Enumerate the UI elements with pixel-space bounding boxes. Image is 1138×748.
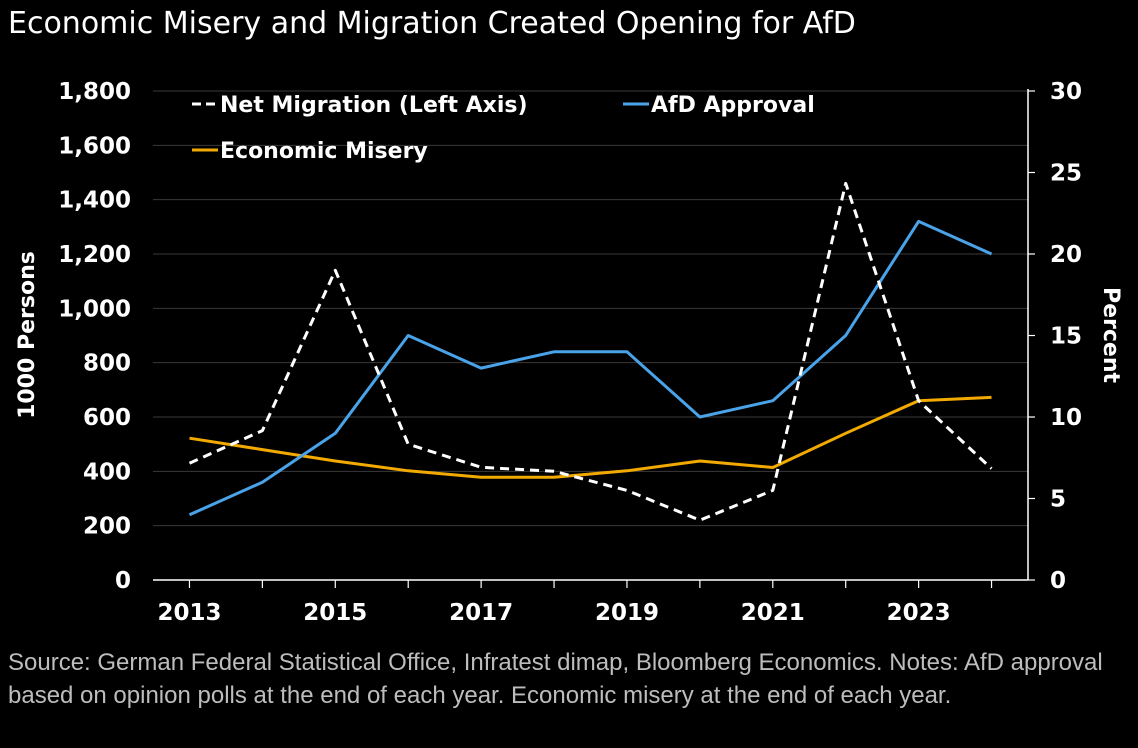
y-tick-label: 600 [83,405,131,431]
y2-tick-label: 20 [1050,242,1082,268]
y2-tick-label: 0 [1050,568,1066,594]
y-tick-label: 1,000 [58,296,131,322]
axes [153,89,1035,588]
y2-tick-label: 30 [1050,79,1082,105]
y-tick-label: 800 [83,351,131,377]
x-tick-label: 2019 [595,600,659,626]
y-tick-label: 1,200 [58,242,131,268]
x-tick-label: 2017 [449,600,513,626]
y2-tick-label: 5 [1050,487,1066,513]
legend-label: Economic Misery [220,139,428,164]
y-tick-label: 1,600 [58,133,131,159]
series-lines [188,181,993,522]
x-axis-ticks: 2013 2015 2017 2019 2021 2023 [157,600,950,626]
y-tick-label: 1,800 [58,79,131,105]
afd-approval-line [188,219,993,517]
source-footnote: Source: German Federal Statistical Offic… [8,649,1103,709]
left-axis-ticks: 0 200 400 600 800 1,000 1,200 1,400 1,600 1,800 [58,79,131,594]
legend-label: Net Migration (Left Axis) [220,93,528,118]
gridlines [153,90,1028,527]
right-axis-label: Percent [1098,287,1123,384]
y2-tick-label: 10 [1050,405,1082,431]
x-tick-label: 2015 [303,600,367,626]
right-axis-ticks: 0 5 10 15 20 25 30 [1050,79,1082,594]
y-tick-label: 400 [83,459,131,485]
y-tick-label: 1,400 [58,188,131,214]
legend: Net Migration (Left Axis) AfD Approval Eco… [192,93,815,164]
y-tick-label: 200 [83,514,131,540]
chart-title: Economic Misery and Migration Created Op… [8,6,856,41]
net-migration-left-axis-line [188,181,993,522]
y2-tick-label: 15 [1050,324,1082,350]
y2-tick-label: 25 [1050,161,1082,187]
legend-label: AfD Approval [651,93,815,118]
economic-misery-line [189,395,992,479]
left-axis-label: 1000 Persons [15,251,40,419]
x-tick-label: 2021 [741,600,805,626]
x-tick-label: 2013 [157,600,221,626]
x-tick-label: 2023 [887,600,951,626]
y-tick-label: 0 [115,568,131,594]
